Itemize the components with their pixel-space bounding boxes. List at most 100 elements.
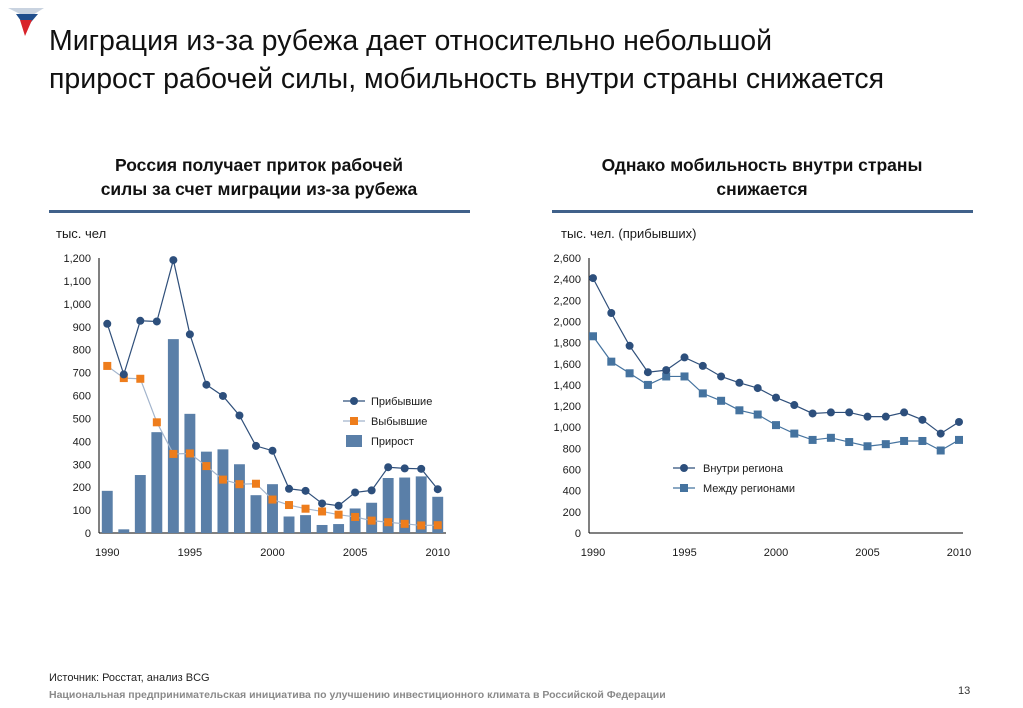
bar-net-growth bbox=[250, 495, 262, 533]
point-arrived bbox=[417, 464, 426, 473]
point-departed bbox=[285, 501, 294, 510]
point-within-region bbox=[936, 429, 945, 438]
point-within-region bbox=[826, 408, 835, 417]
point-between-regions bbox=[662, 372, 671, 381]
right-y-tick-label: 2,000 bbox=[553, 316, 581, 328]
point-arrived bbox=[318, 499, 327, 508]
bar-net-growth bbox=[118, 529, 130, 533]
page-title-line-2: прирост рабочей силы, мобильность внутри… bbox=[49, 63, 885, 95]
right-subtitle-line-2: снижается bbox=[716, 179, 808, 199]
point-between-regions bbox=[717, 396, 726, 405]
left-y-tick-label: 400 bbox=[73, 436, 91, 448]
point-departed bbox=[301, 504, 310, 513]
point-between-regions bbox=[643, 380, 652, 389]
right-y-axis-label: тыс. чел. (прибывших) bbox=[561, 226, 696, 241]
right-x-tick-label: 2000 bbox=[764, 547, 788, 559]
right-y-tick-label: 1,400 bbox=[553, 380, 581, 392]
left-y-tick-label: 800 bbox=[73, 345, 91, 357]
left-y-tick-label: 500 bbox=[73, 413, 91, 425]
point-arrived bbox=[334, 501, 343, 510]
point-arrived bbox=[119, 370, 128, 379]
right-y-tick-label: 2,600 bbox=[553, 253, 581, 265]
point-departed bbox=[235, 480, 244, 489]
point-departed bbox=[367, 516, 376, 525]
page-number: 13 bbox=[958, 685, 971, 697]
bar-net-growth bbox=[184, 413, 196, 533]
point-between-regions bbox=[698, 389, 707, 398]
point-within-region bbox=[735, 378, 744, 387]
legend-within-marker bbox=[680, 464, 688, 472]
bar-net-growth bbox=[134, 475, 146, 533]
left-y-tick-label: 200 bbox=[73, 482, 91, 494]
point-arrived bbox=[103, 319, 112, 328]
bar-net-growth bbox=[233, 464, 245, 533]
point-departed bbox=[152, 418, 161, 427]
point-arrived bbox=[169, 256, 178, 265]
bar-net-growth bbox=[415, 476, 427, 533]
legend-growth-label: Прирост bbox=[371, 436, 414, 448]
left-y-tick-label: 1,100 bbox=[63, 276, 91, 288]
point-departed bbox=[169, 449, 178, 458]
legend-arrived-label: Прибывшие bbox=[371, 396, 432, 408]
legend-arrived-marker bbox=[350, 397, 358, 405]
point-within-region bbox=[790, 401, 799, 410]
point-between-regions bbox=[735, 406, 744, 415]
left-y-tick-label: 0 bbox=[85, 528, 91, 540]
footer-org: Национальная предпринимательская инициат… bbox=[49, 689, 666, 701]
point-between-regions bbox=[607, 357, 616, 366]
left-y-tick-label: 900 bbox=[73, 322, 91, 334]
left-x-tick-label: 1990 bbox=[95, 547, 119, 559]
point-between-regions bbox=[826, 433, 835, 442]
point-between-regions bbox=[790, 429, 799, 438]
line-between-regions bbox=[592, 335, 960, 452]
point-departed bbox=[103, 361, 112, 370]
left-panel-subtitle: Россия получает приток рабочей силы за с… bbox=[49, 153, 469, 201]
point-arrived bbox=[251, 441, 260, 450]
legend-between-marker bbox=[680, 484, 688, 492]
right-y-tick-label: 1,800 bbox=[553, 338, 581, 350]
bar-net-growth bbox=[217, 449, 229, 533]
point-within-region bbox=[717, 372, 726, 381]
legend-between-label: Между регионами bbox=[703, 483, 795, 495]
point-arrived bbox=[136, 316, 145, 325]
point-arrived bbox=[152, 317, 161, 326]
point-within-region bbox=[863, 412, 872, 421]
point-within-region bbox=[918, 415, 927, 424]
point-between-regions bbox=[808, 435, 817, 444]
left-y-tick-label: 600 bbox=[73, 391, 91, 403]
point-arrived bbox=[218, 391, 227, 400]
left-x-tick-label: 2000 bbox=[260, 547, 284, 559]
point-within-region bbox=[753, 384, 762, 393]
point-arrived bbox=[202, 380, 211, 389]
point-between-regions bbox=[772, 421, 780, 430]
right-y-tick-label: 400 bbox=[563, 486, 581, 498]
right-panel-subtitle: Однако мобильность внутри страны снижает… bbox=[552, 153, 972, 201]
left-y-tick-label: 1,000 bbox=[63, 299, 91, 311]
point-departed bbox=[334, 510, 343, 519]
right-y-tick-label: 800 bbox=[563, 443, 581, 455]
point-between-regions bbox=[955, 435, 963, 444]
point-within-region bbox=[808, 409, 817, 418]
point-departed bbox=[185, 449, 194, 458]
right-y-tick-label: 1,200 bbox=[553, 401, 581, 413]
point-departed bbox=[251, 479, 260, 488]
bar-net-growth bbox=[300, 515, 312, 533]
bar-net-growth bbox=[101, 490, 113, 533]
left-x-tick-label: 1995 bbox=[178, 547, 202, 559]
right-x-tick-label: 2005 bbox=[855, 547, 879, 559]
right-x-tick-label: 2010 bbox=[947, 547, 971, 559]
left-y-tick-label: 1,200 bbox=[63, 253, 91, 265]
left-subtitle-line-2: силы за счет миграции из-за рубежа bbox=[100, 179, 418, 199]
right-divider bbox=[552, 210, 973, 213]
point-arrived bbox=[400, 464, 409, 473]
point-arrived bbox=[301, 486, 310, 495]
point-departed bbox=[202, 462, 211, 471]
point-within-region bbox=[680, 353, 689, 362]
point-between-regions bbox=[863, 442, 872, 451]
point-within-region bbox=[698, 361, 707, 370]
point-within-region bbox=[900, 408, 909, 417]
point-departed bbox=[218, 475, 227, 484]
left-x-tick-label: 2005 bbox=[343, 547, 367, 559]
point-between-regions bbox=[680, 372, 689, 381]
point-arrived bbox=[367, 486, 376, 495]
